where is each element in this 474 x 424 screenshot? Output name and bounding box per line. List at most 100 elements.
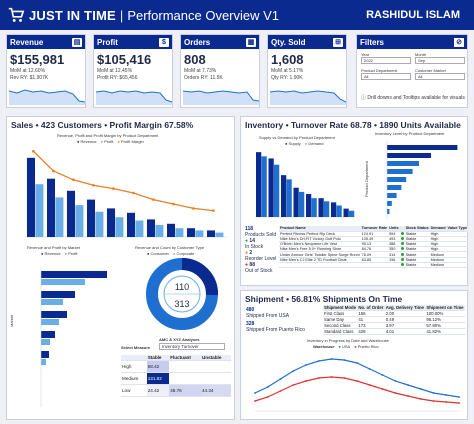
kpi-mom: MoM at 7.73% [184, 68, 217, 74]
title-separator: | [119, 7, 124, 23]
customer-chart-title: Revenue and Count by Customer Type [135, 245, 205, 250]
matrix-measure-select[interactable]: Inventory Turnover [159, 343, 225, 350]
revenue-bar [207, 230, 215, 237]
year-select[interactable]: 2022 [361, 57, 411, 64]
table-row[interactable]: Nike Men's Dri-FIT Victory Golf Polo 105.… [279, 236, 469, 243]
table-row[interactable]: Same Day 41 0.49 95.12% [323, 316, 465, 323]
table-row[interactable]: Nike Men's Free 5.0+ Running Shoe 84.76 35… [279, 246, 469, 253]
abc-xyz-matrix: Stable Fluctuant Unstable High 68.42 Medium… [121, 355, 231, 397]
inventory-bar [387, 169, 413, 174]
customer-donut-chart[interactable]: 110 313 [137, 257, 227, 335]
sales-panel: Sales • 423 Customers • Profit Margin 67… [6, 116, 235, 420]
line-point [343, 377, 346, 379]
supply-bar [318, 198, 324, 217]
margin-point [192, 207, 195, 210]
supply-bar [281, 175, 287, 217]
inventory-bar [387, 209, 390, 214]
demand-bar [261, 156, 267, 217]
kpi-card-revenue[interactable]: Revenue ▤ $155,981 MoM at 12.60% Rev RY: … [6, 34, 86, 108]
line-point [445, 394, 448, 396]
line-point [356, 362, 358, 364]
revenue-bar [187, 228, 195, 237]
line-point [305, 380, 307, 382]
year-label: Year [361, 52, 370, 57]
month-select[interactable]: Sep [415, 57, 465, 64]
table-row[interactable]: Nike Men's CJ Elite 2 TD Football Cleat 6… [279, 257, 469, 263]
supply-bar [306, 193, 312, 217]
inventory-level-title: Inventory Level by Product Department [375, 131, 445, 136]
filters-note-text: Drill downs and Tooltips available for v… [367, 95, 465, 101]
kpi-card-profit[interactable]: Profit $ $105,416 MoM at 12.45% Profit RY… [93, 34, 173, 108]
profit-bar [35, 184, 44, 237]
market-bar [41, 319, 59, 325]
usa-line [254, 358, 460, 398]
inventory-bar [387, 201, 392, 206]
market-bar [41, 299, 63, 305]
line-point [343, 359, 346, 361]
revenue-bar [107, 208, 115, 237]
kpi-ry: Orders RY: 11.5K [184, 75, 223, 81]
cart-icon [8, 7, 25, 22]
line-point [419, 398, 422, 400]
margin-line [32, 150, 214, 212]
inventory-bar [387, 193, 397, 198]
demand-bar [274, 164, 280, 217]
kpi-card-orders[interactable]: Orders ▦ 808 MoM at 7.73% Orders RY: 11.5… [180, 34, 260, 108]
sales-chart1-title: Revenue, Profit and Profit Margin by Pro… [57, 133, 159, 138]
table-row[interactable]: Under Armour Girls' Toddler Spine Surge … [279, 251, 469, 258]
kpi-label: Revenue [10, 37, 44, 47]
profit-bar [95, 211, 104, 237]
inventory-progress-chart[interactable] [247, 351, 463, 417]
profit-bar [175, 228, 184, 237]
market-bar [41, 279, 85, 285]
margin-point [52, 169, 55, 173]
table-row[interactable]: Perfect Fitness Perfect Rip Deck 124.91 59… [279, 231, 469, 237]
inventory-product-table[interactable]: Product Name Turnover Rate Units Stock Stat… [279, 226, 469, 269]
table-row[interactable]: Stable Medium [279, 262, 469, 269]
line-point [432, 392, 435, 394]
inventory-axis-label: Product Department [364, 160, 369, 197]
kpi-sparkline [183, 90, 259, 105]
app-header: JUST IN TIME | Performance Overview V1 R… [0, 0, 474, 30]
table-row[interactable]: O'Brien Men's Neoprene Life Vest 95.13 388… [279, 241, 469, 248]
kpi-value: $155,981 [10, 52, 65, 67]
dept-label: Product Department [361, 68, 397, 73]
legend-revenue: ● Revenue [77, 139, 97, 144]
kpi-card-qty-sold[interactable]: Qty. Sold ⊞ 1,608 MoM at 5.17% Qty RY: 1.… [267, 34, 347, 108]
line-point [432, 400, 435, 402]
demand-bar [311, 198, 317, 217]
inventory-bar [387, 161, 419, 166]
sales-department-chart[interactable] [11, 145, 231, 245]
dept-select[interactable]: All [361, 73, 411, 80]
market-axis-label: Market [11, 314, 14, 327]
clear-filter-icon[interactable]: ⊘ [454, 37, 464, 47]
market-select[interactable]: All [415, 73, 465, 80]
inventory-bar [387, 153, 431, 158]
shipment-mode-table[interactable]: Shipment Mode No. of Order Avg. Delivery T… [323, 305, 465, 335]
revenue-bar [27, 157, 35, 237]
market-bar [41, 311, 67, 318]
inventory-panel: Inventory • Turnover Rate 68.78 • 1890 U… [240, 116, 469, 286]
margin-point [72, 178, 75, 182]
line-point [381, 388, 384, 390]
demand-bar [286, 179, 292, 217]
revenue-bar [87, 199, 95, 237]
market-chart[interactable]: Market [11, 257, 117, 417]
demand-bar [349, 210, 355, 217]
inventory-level-chart[interactable]: Product Department [363, 137, 465, 223]
kpi-sparkline [96, 90, 172, 105]
table-row[interactable]: Second Class 173 3.97 57.80% [323, 322, 465, 329]
margin-point [92, 184, 95, 187]
line-point [458, 396, 460, 398]
line-point [317, 377, 320, 379]
supply-chart-title: Supply vs Demand by Product Department [259, 135, 335, 140]
info-icon: ⓘ [361, 95, 368, 101]
profit-bar [135, 220, 144, 237]
profit-bar [115, 217, 124, 237]
table-row[interactable]: First Class 166 2.00 100.00% [323, 310, 465, 317]
table-row[interactable]: Standard Class 428 4.01 41.82% [323, 328, 465, 335]
market-bar [41, 331, 55, 338]
supply-demand-chart[interactable] [249, 147, 359, 223]
margin-point [172, 202, 175, 206]
page-title: Performance Overview V1 [127, 7, 280, 23]
